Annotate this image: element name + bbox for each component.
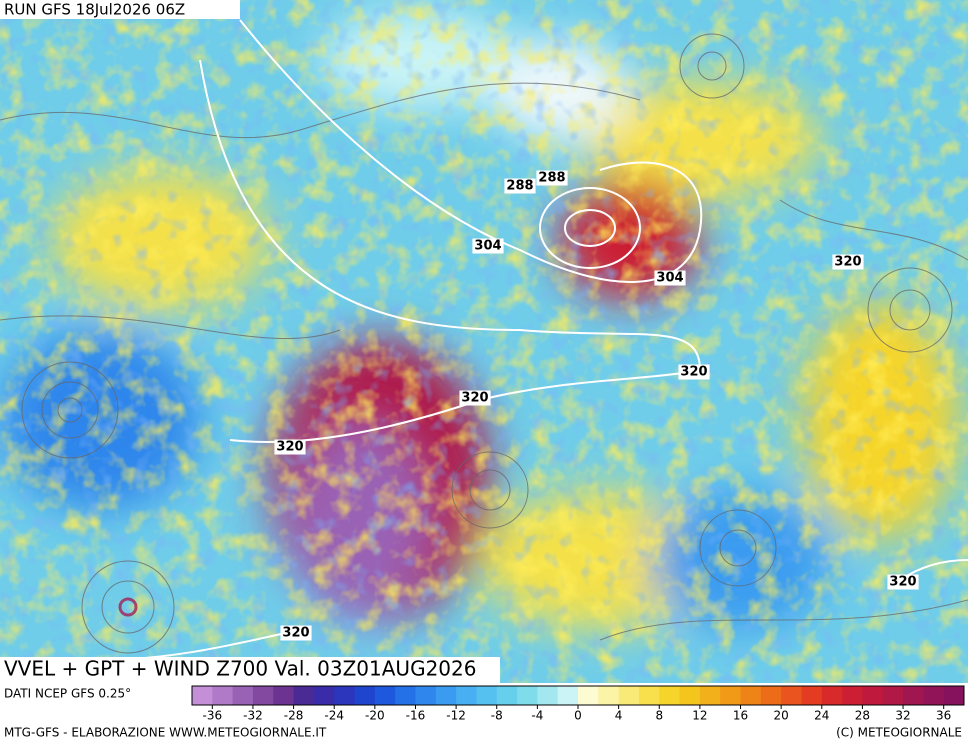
map-field xyxy=(0,0,968,683)
colorbar-tick-label: -12 xyxy=(446,709,466,723)
colorbar-swatch xyxy=(903,686,924,705)
contour-label-box xyxy=(459,390,491,406)
contour-label-box xyxy=(832,254,864,270)
colorbar-tick-label: 8 xyxy=(655,709,663,723)
colorbar-swatch xyxy=(618,686,640,705)
colorbar-tick-label: -20 xyxy=(365,709,385,723)
title-box xyxy=(0,657,500,683)
colorbar-swatch xyxy=(801,686,823,705)
colorbar-tick-label: 12 xyxy=(692,709,707,723)
footer-left: MTG-GFS - ELABORAZIONE WWW.METEOGIORNALE… xyxy=(4,726,327,740)
contour-label-box xyxy=(504,178,536,194)
colorbar-swatch xyxy=(273,686,295,705)
colorbar-swatch xyxy=(882,686,904,705)
colorbar-swatch xyxy=(334,686,356,705)
colorbar-tick-label: 32 xyxy=(895,709,910,723)
contour-label: 288 xyxy=(538,171,565,186)
footer-right: (C) METEOGIORNALE xyxy=(836,726,962,740)
colorbar-swatch xyxy=(517,686,538,705)
colorbar-tick-label: 4 xyxy=(615,709,623,723)
colorbar-tick-label: -24 xyxy=(324,709,344,723)
colorbar-swatch xyxy=(699,686,721,705)
contour-label: 320 xyxy=(834,255,861,270)
colorbar-swatch xyxy=(192,686,213,705)
colorbar-swatch xyxy=(943,686,965,705)
contour-label-box xyxy=(678,364,710,380)
streamlines xyxy=(0,33,968,654)
colorbar-swatch xyxy=(456,686,477,705)
colorbar-swatch xyxy=(659,686,681,705)
contour-label-box xyxy=(887,574,919,590)
colorbar-swatch xyxy=(821,686,843,705)
colorbar-tick-label: 24 xyxy=(814,709,829,723)
colorbar-swatch xyxy=(537,686,559,705)
run-box xyxy=(0,0,240,19)
colorbar-tick-label: 20 xyxy=(774,709,789,723)
colorbar-swatch xyxy=(354,686,376,705)
colorbar-swatch xyxy=(598,686,620,705)
colorbar-swatch xyxy=(760,686,782,705)
colorbar-swatch xyxy=(252,686,274,705)
colorbar-tick-label: -36 xyxy=(203,709,223,723)
colorbar: -36 -32 -28 -24 -20 -16 -12 -8 -4 0 4 8 12 16 20 24 28 32… xyxy=(191,685,965,723)
colorbar-swatch xyxy=(781,686,802,705)
contour-label: 320 xyxy=(282,626,309,641)
colorbar-swatch xyxy=(476,686,498,705)
contour-label: 320 xyxy=(680,365,707,380)
data-source: DATI NCEP GFS 0.25° xyxy=(4,687,131,701)
contour-label: 320 xyxy=(889,575,916,590)
colorbar-tick-label: -16 xyxy=(406,709,426,723)
colorbar-tick-label: 36 xyxy=(936,709,951,723)
colorbar-swatch xyxy=(232,686,254,705)
colorbar-swatch xyxy=(313,686,335,705)
colorbar-swatch xyxy=(720,686,742,705)
colorbar-swatch xyxy=(415,686,437,705)
colorbar-tick-label: -8 xyxy=(491,709,503,723)
colorbar-swatch xyxy=(638,686,660,705)
colorbar-swatch xyxy=(578,686,599,705)
contour-label: 304 xyxy=(474,239,501,254)
colorbar-tick-label: -4 xyxy=(531,709,543,723)
colorbar-swatch xyxy=(212,686,234,705)
contour-labels: 288 288 304 304 320 320 320 320 320 320 xyxy=(274,170,919,641)
run-label: RUN GFS 18Jul2026 06Z xyxy=(4,1,185,19)
colorbar-tick-label: -28 xyxy=(284,709,304,723)
contour-label: 288 xyxy=(506,179,533,194)
colorbar-swatch xyxy=(557,686,579,705)
contour-label: 320 xyxy=(276,440,303,455)
contour-label: 304 xyxy=(656,271,683,286)
contour-label-box xyxy=(536,170,568,186)
contour-label-box xyxy=(274,439,306,455)
colorbar-tick-label: 0 xyxy=(574,709,582,723)
contour-label-box xyxy=(472,238,504,254)
colorbar-tick-label: 16 xyxy=(733,709,748,723)
map-title: VVEL + GPT + WIND Z700 Val. 03Z01AUG2026 xyxy=(4,657,476,681)
colorbar-swatch xyxy=(374,686,396,705)
colorbar-swatch xyxy=(679,686,701,705)
colorbar-swatch xyxy=(923,686,945,705)
contour-label: 320 xyxy=(461,391,488,406)
contour-label-box xyxy=(654,270,686,286)
colorbar-swatch xyxy=(395,686,416,705)
colorbar-tick-label: -32 xyxy=(243,709,263,723)
colorbar-swatch xyxy=(293,686,315,705)
colorbar-swatch xyxy=(435,686,457,705)
colorbar-swatch xyxy=(842,686,863,705)
contour-label-box xyxy=(280,625,312,641)
colorbar-swatch xyxy=(862,686,884,705)
colorbar-swatch xyxy=(496,686,518,705)
colorbar-swatch xyxy=(740,686,762,705)
colorbar-tick-label: 28 xyxy=(855,709,870,723)
